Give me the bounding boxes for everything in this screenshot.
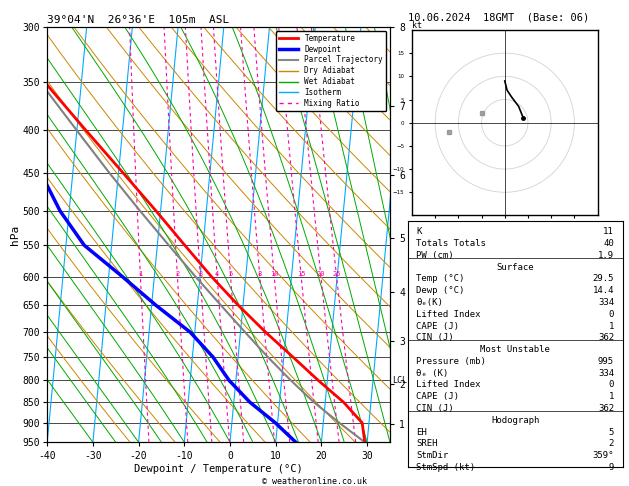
Text: PW (cm): PW (cm) bbox=[416, 251, 454, 260]
Text: LCL: LCL bbox=[392, 376, 407, 385]
Text: 362: 362 bbox=[598, 404, 614, 413]
Text: CAPE (J): CAPE (J) bbox=[416, 322, 459, 330]
Text: 4: 4 bbox=[215, 271, 220, 277]
Text: 40: 40 bbox=[603, 239, 614, 248]
Text: Most Unstable: Most Unstable bbox=[480, 345, 550, 354]
Text: θₑ (K): θₑ (K) bbox=[416, 369, 448, 378]
Text: 20: 20 bbox=[316, 271, 325, 277]
Text: CIN (J): CIN (J) bbox=[416, 404, 454, 413]
Text: Totals Totals: Totals Totals bbox=[416, 239, 486, 248]
Text: StmDir: StmDir bbox=[416, 451, 448, 460]
Text: Hodograph: Hodograph bbox=[491, 416, 539, 425]
Text: 1: 1 bbox=[609, 392, 614, 401]
Text: Lifted Index: Lifted Index bbox=[416, 310, 481, 319]
Y-axis label: hPa: hPa bbox=[10, 225, 20, 244]
Text: Dewp (°C): Dewp (°C) bbox=[416, 286, 465, 295]
X-axis label: Dewpoint / Temperature (°C): Dewpoint / Temperature (°C) bbox=[134, 464, 303, 474]
Text: Pressure (mb): Pressure (mb) bbox=[416, 357, 486, 366]
Text: 5: 5 bbox=[228, 271, 233, 277]
Text: 5: 5 bbox=[609, 428, 614, 436]
Legend: Temperature, Dewpoint, Parcel Trajectory, Dry Adiabat, Wet Adiabat, Isotherm, Mi: Temperature, Dewpoint, Parcel Trajectory… bbox=[276, 31, 386, 111]
Text: 1: 1 bbox=[138, 271, 143, 277]
Text: Lifted Index: Lifted Index bbox=[416, 381, 481, 389]
Text: 362: 362 bbox=[598, 333, 614, 342]
Text: 1.9: 1.9 bbox=[598, 251, 614, 260]
Text: CIN (J): CIN (J) bbox=[416, 333, 454, 342]
Text: θₑ(K): θₑ(K) bbox=[416, 298, 443, 307]
Text: 359°: 359° bbox=[593, 451, 614, 460]
Text: Surface: Surface bbox=[496, 262, 534, 272]
Text: K: K bbox=[416, 227, 421, 236]
Text: 10: 10 bbox=[270, 271, 279, 277]
Text: Mixing Ratio (g/kg): Mixing Ratio (g/kg) bbox=[461, 183, 470, 286]
Text: EH: EH bbox=[416, 428, 427, 436]
Text: 1: 1 bbox=[609, 322, 614, 330]
Text: 995: 995 bbox=[598, 357, 614, 366]
Text: 10.06.2024  18GMT  (Base: 06): 10.06.2024 18GMT (Base: 06) bbox=[408, 12, 589, 22]
Text: 334: 334 bbox=[598, 369, 614, 378]
Text: 14.4: 14.4 bbox=[593, 286, 614, 295]
Text: © weatheronline.co.uk: © weatheronline.co.uk bbox=[262, 477, 367, 486]
Text: Temp (°C): Temp (°C) bbox=[416, 275, 465, 283]
Text: 29.5: 29.5 bbox=[593, 275, 614, 283]
Text: 334: 334 bbox=[598, 298, 614, 307]
Text: 15: 15 bbox=[297, 271, 306, 277]
Text: 9: 9 bbox=[609, 463, 614, 472]
Text: CAPE (J): CAPE (J) bbox=[416, 392, 459, 401]
Text: 0: 0 bbox=[609, 381, 614, 389]
Y-axis label: km
ASL: km ASL bbox=[424, 235, 442, 256]
Text: 0: 0 bbox=[609, 310, 614, 319]
Text: kt: kt bbox=[412, 21, 422, 30]
Text: 3: 3 bbox=[198, 271, 203, 277]
Text: 2: 2 bbox=[175, 271, 179, 277]
Text: 39°04'N  26°36'E  105m  ASL: 39°04'N 26°36'E 105m ASL bbox=[47, 15, 230, 25]
Text: 2: 2 bbox=[609, 439, 614, 448]
Text: SREH: SREH bbox=[416, 439, 438, 448]
Text: 25: 25 bbox=[332, 271, 341, 277]
Text: StmSpd (kt): StmSpd (kt) bbox=[416, 463, 476, 472]
Text: 8: 8 bbox=[258, 271, 262, 277]
Text: 11: 11 bbox=[603, 227, 614, 236]
